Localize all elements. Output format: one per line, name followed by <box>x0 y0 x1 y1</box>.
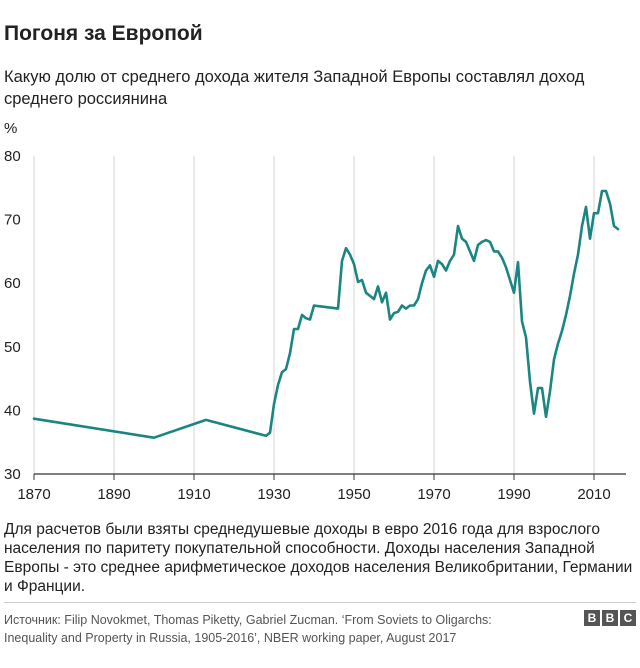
chart-subtitle: Какую долю от среднего дохода жителя Зап… <box>4 68 585 108</box>
x-tick-label: 2010 <box>577 486 610 503</box>
y-axis-unit: % <box>4 120 18 137</box>
methodology-note: Для расчетов были взяты среднедушевые до… <box>4 521 633 595</box>
x-tick-label: 1910 <box>177 486 210 503</box>
footer-divider <box>4 602 636 603</box>
source-text: Источник: Filip Novokmet, Thomas Piketty… <box>4 613 492 645</box>
chart-title: Погоня за Европой <box>4 22 203 45</box>
bbc-logo-letter: B <box>602 610 618 626</box>
y-tick-label: 80 <box>4 148 21 165</box>
x-tick-label: 1890 <box>97 486 130 503</box>
y-axis-ticks: 30 40 50 60 70 80 <box>4 148 21 483</box>
bbc-logo: B B C <box>584 610 636 626</box>
y-tick-label: 60 <box>4 275 21 292</box>
gridlines <box>33 156 595 474</box>
y-tick-label: 50 <box>4 339 21 356</box>
x-tick-label: 1870 <box>17 486 50 503</box>
x-tick-label: 1990 <box>497 486 530 503</box>
y-tick-label: 70 <box>4 212 21 229</box>
series-line <box>32 189 620 439</box>
bbc-logo-letter: C <box>620 610 636 626</box>
x-axis-ticks: 1870 1890 1910 1930 1950 1970 1990 2010 <box>17 474 611 503</box>
line-chart: 30 40 50 60 70 80 1870 1890 1910 1930 1950 1970 199… <box>4 148 626 503</box>
bbc-logo-letter: B <box>584 610 600 626</box>
y-tick-label: 30 <box>4 466 21 483</box>
x-tick-label: 1970 <box>417 486 450 503</box>
series-group <box>32 189 620 439</box>
x-tick-label: 1950 <box>337 486 370 503</box>
x-tick-label: 1930 <box>257 486 290 503</box>
y-tick-label: 40 <box>4 402 21 419</box>
